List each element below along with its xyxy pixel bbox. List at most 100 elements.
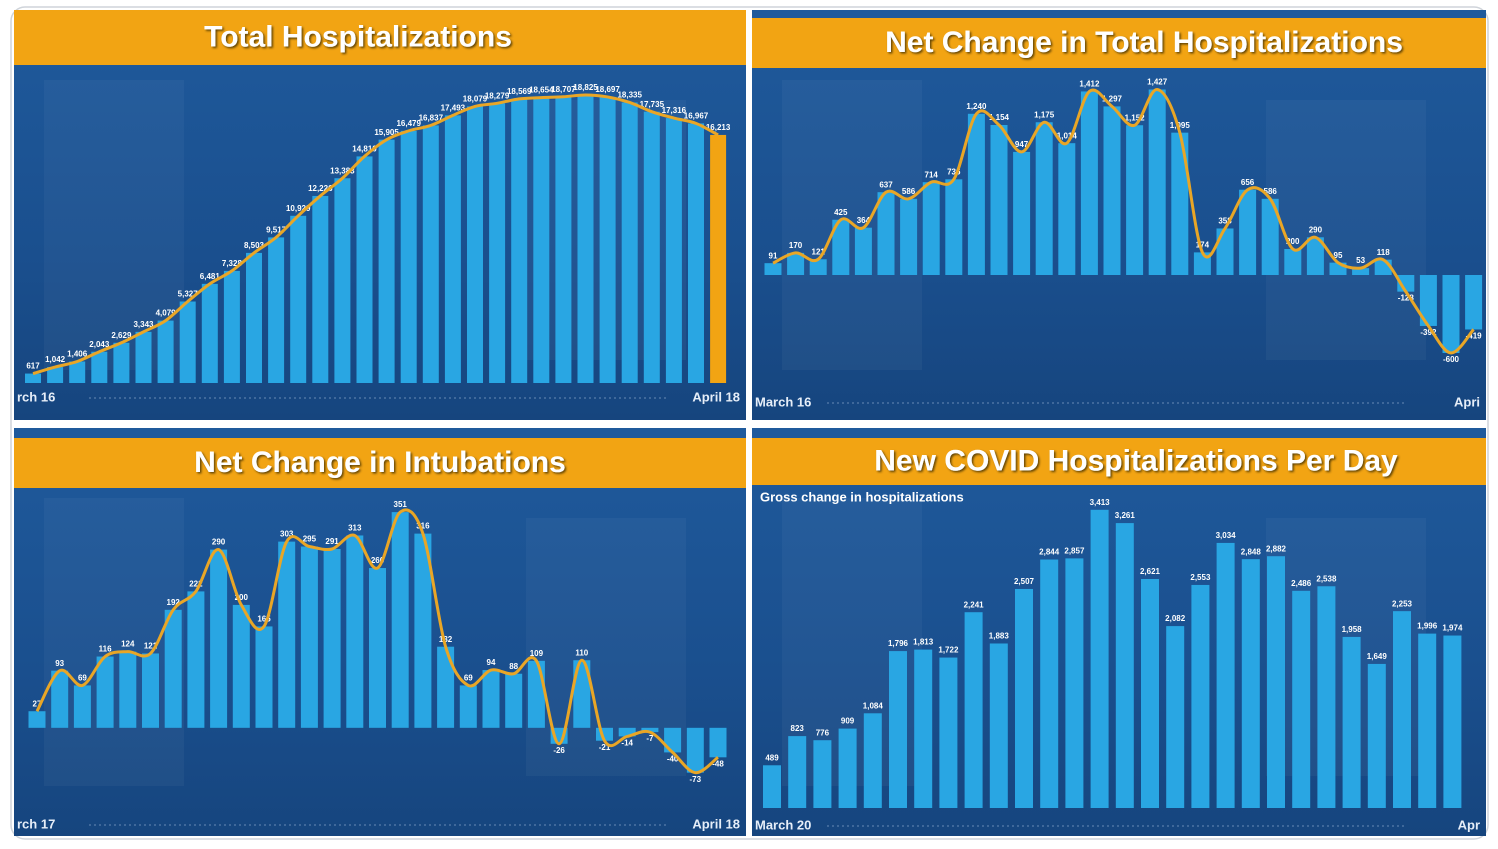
value-label: 16,967 [684, 112, 709, 121]
bar [323, 548, 341, 728]
value-label: 14,810 [352, 145, 377, 154]
value-label: 351 [394, 500, 408, 509]
bar [1191, 584, 1210, 808]
value-label: 291 [325, 537, 339, 546]
bar [391, 512, 409, 728]
value-label: 656 [1241, 178, 1255, 187]
value-label: 7,328 [222, 259, 243, 268]
value-label: 12,226 [308, 184, 333, 193]
value-label: 121 [144, 642, 158, 651]
value-label: 489 [765, 753, 779, 762]
value-label: 2,553 [1190, 573, 1211, 582]
bar [278, 541, 296, 728]
value-label: 18,569 [507, 87, 532, 96]
bar [157, 320, 174, 383]
bar [142, 653, 159, 728]
value-label: 1,649 [1367, 652, 1388, 661]
value-label: 947 [1015, 140, 1029, 149]
bar [255, 626, 273, 728]
bar [709, 727, 727, 758]
bar [1239, 189, 1257, 275]
bar [1103, 106, 1121, 275]
bar [1166, 626, 1185, 808]
value-label: 200 [235, 593, 249, 602]
bar [378, 139, 395, 383]
bar [1442, 275, 1460, 353]
bar [1015, 588, 1033, 808]
bar [1284, 249, 1302, 275]
value-label: 1,974 [1442, 624, 1463, 633]
value-label: 3,034 [1216, 531, 1237, 540]
value-label: 27 [33, 699, 42, 708]
bar [232, 604, 250, 728]
value-label: 53 [1356, 256, 1365, 265]
bar [91, 351, 108, 383]
value-label: 1,152 [1125, 113, 1146, 122]
value-label: 95 [1334, 251, 1343, 260]
value-label: 290 [1309, 225, 1323, 234]
bar [854, 227, 872, 275]
value-label: 1,722 [938, 646, 959, 655]
value-label: 16,837 [419, 114, 444, 123]
chart-panel: Total Hospitalizations 617 1,0421,4062,043… [14, 10, 746, 420]
x-tick-label: March 16 [755, 394, 811, 409]
bar [1367, 663, 1386, 808]
bar [437, 646, 455, 728]
bar [989, 643, 1008, 808]
value-label: 1,813 [913, 638, 934, 647]
bar [334, 178, 351, 383]
chart-title: Total Hospitalizations [204, 20, 512, 53]
bar [1306, 237, 1324, 275]
bar [1080, 91, 1098, 275]
value-label: 1,095 [1170, 121, 1191, 130]
bar [187, 591, 205, 728]
bar [641, 727, 659, 733]
value-label: -48 [712, 759, 724, 768]
bar [1035, 122, 1053, 275]
title-band [752, 18, 1486, 68]
value-label: 3,261 [1115, 511, 1136, 520]
bar [838, 728, 857, 808]
value-label: 776 [816, 728, 830, 737]
bar [877, 192, 895, 275]
bar [459, 685, 477, 728]
bar [599, 96, 616, 383]
bar [73, 685, 91, 728]
value-label: 110 [575, 648, 588, 657]
bar [832, 219, 850, 275]
trend-line [772, 88, 1475, 355]
bar [889, 651, 907, 808]
bar [422, 125, 439, 384]
value-label: 15,905 [374, 128, 399, 137]
bar [710, 134, 727, 383]
bar [900, 198, 918, 275]
value-label: 2,507 [1014, 577, 1035, 586]
bar [643, 111, 660, 383]
value-label: 88 [509, 662, 518, 671]
bar [51, 670, 69, 728]
value-label: 586 [1264, 187, 1278, 196]
value-label: -600 [1443, 355, 1460, 364]
x-tick-label: Apr [1458, 817, 1480, 832]
value-label: 2,857 [1064, 546, 1085, 555]
bar [809, 259, 827, 275]
bar [210, 549, 228, 728]
bar [69, 361, 86, 383]
bar [787, 252, 805, 275]
bar [246, 252, 262, 383]
chart-subtitle: Gross change in hospitalizations [760, 489, 964, 504]
value-label: 1,154 [989, 113, 1010, 122]
x-tick-label: March 20 [755, 817, 811, 832]
bar [356, 156, 373, 383]
value-label: 2,082 [1165, 614, 1186, 623]
chart-title: Net Change in Total Hospitalizations [885, 26, 1403, 59]
value-label: 586 [902, 187, 916, 196]
value-label: 17,316 [662, 106, 687, 115]
bar [482, 670, 500, 728]
value-label: 2,629 [111, 331, 132, 340]
chart-title: Net Change in Intubations [194, 446, 566, 479]
bar [1465, 275, 1483, 330]
value-label: 1,297 [1102, 94, 1123, 103]
value-label: 18,654 [529, 86, 554, 95]
value-label: -14 [621, 739, 633, 748]
